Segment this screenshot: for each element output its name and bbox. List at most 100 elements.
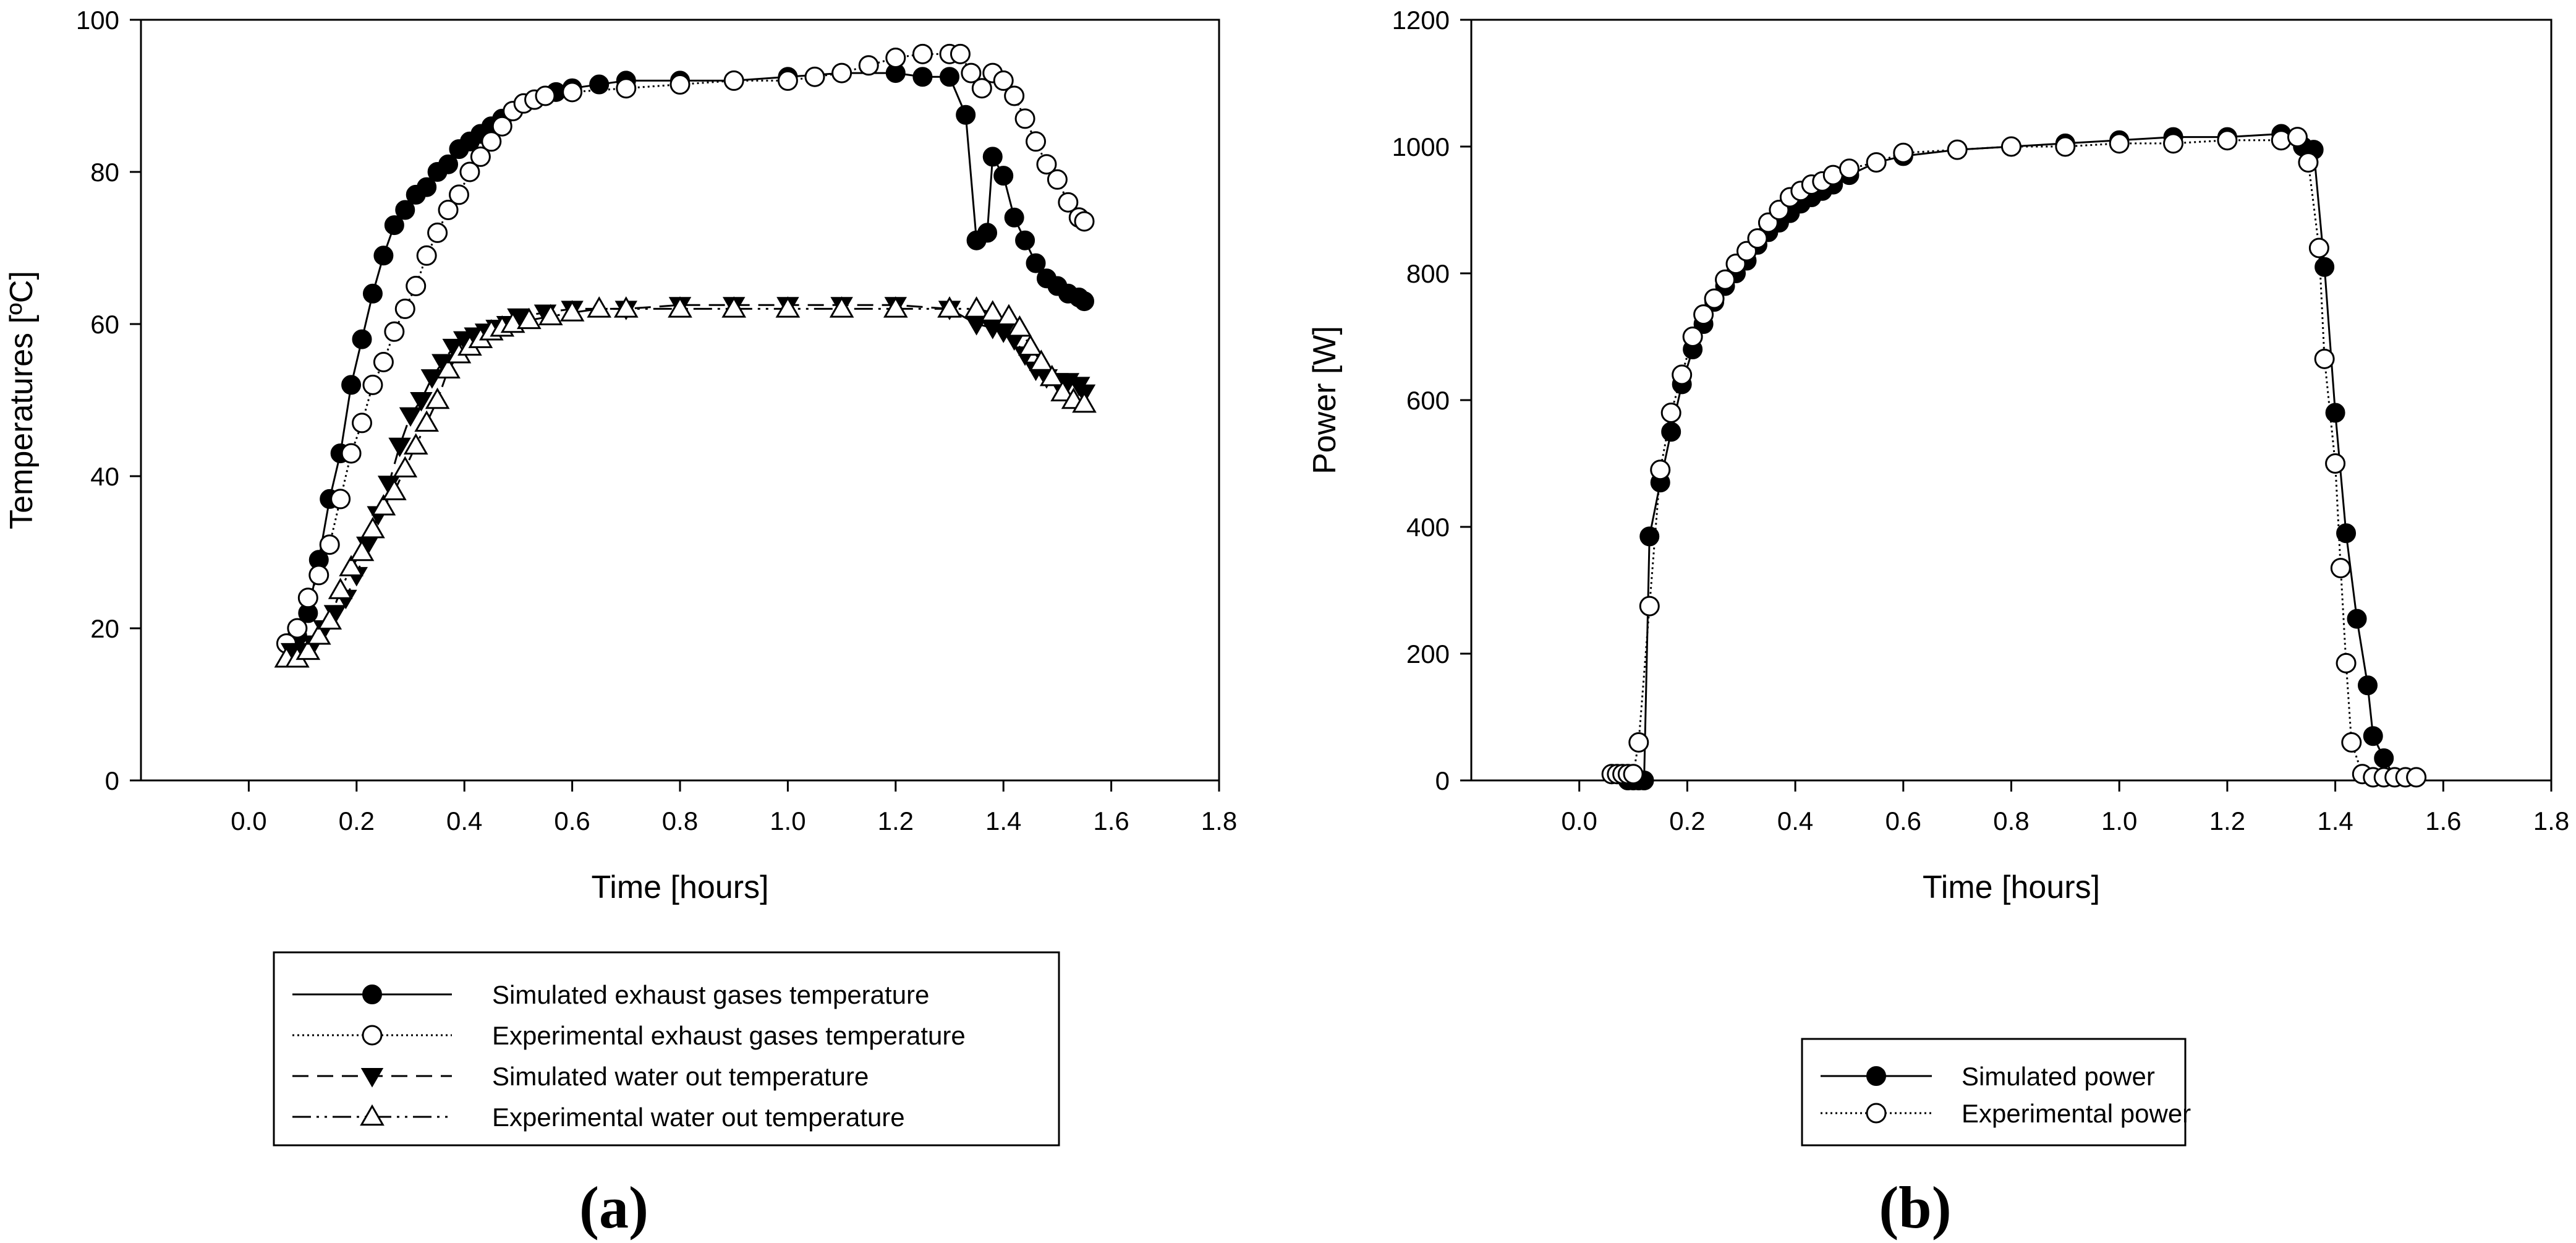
series-2 <box>1601 127 2427 788</box>
legend-marker <box>360 1068 384 1088</box>
data-point <box>297 587 318 609</box>
data-point <box>777 70 798 91</box>
series-4 <box>274 296 1097 668</box>
data-point <box>977 223 998 243</box>
data-point <box>1866 152 1887 173</box>
y-tick-label: 80 <box>90 158 119 187</box>
data-point <box>723 70 744 91</box>
data-point <box>956 105 976 125</box>
x-tick-label: 1.4 <box>985 806 1021 835</box>
data-point <box>448 184 469 205</box>
y-tick-label: 100 <box>76 6 119 35</box>
data-point <box>721 296 747 318</box>
panel-label: (a) <box>579 1174 648 1241</box>
data-point <box>414 410 440 432</box>
x-tick-label: 0.6 <box>554 806 590 835</box>
data-point <box>1715 269 1736 290</box>
data-point <box>1058 192 1079 213</box>
data-point <box>993 166 1014 186</box>
x-tick-label: 1.0 <box>2101 806 2137 835</box>
data-point <box>831 62 852 83</box>
data-point <box>616 78 637 99</box>
data-point <box>1704 288 1725 309</box>
x-tick-label: 1.8 <box>2533 806 2569 835</box>
legend-marker <box>1866 1103 1887 1124</box>
data-point <box>381 479 407 500</box>
series-3 <box>280 297 1096 663</box>
data-point <box>330 489 351 510</box>
data-point <box>971 78 992 99</box>
data-point <box>2271 130 2292 151</box>
legend-entry-label: Experimental exhaust gases temperature <box>492 1021 966 1050</box>
y-tick-label: 400 <box>1406 513 1450 542</box>
data-point <box>1682 327 1703 347</box>
data-point <box>384 215 404 236</box>
data-point <box>2001 136 2021 157</box>
data-point <box>341 375 362 395</box>
legend-entry-label: Simulated exhaust gases temperature <box>492 980 929 1009</box>
data-point <box>2163 133 2184 154</box>
data-point <box>775 296 801 318</box>
data-point <box>883 296 908 318</box>
data-point <box>1074 291 1094 312</box>
legend-marker <box>1866 1066 1886 1086</box>
series-line <box>286 307 1085 660</box>
x-tick-label: 0.2 <box>339 806 375 835</box>
data-point <box>858 55 879 76</box>
data-point <box>306 623 331 645</box>
data-point <box>1029 349 1054 371</box>
data-point <box>1650 459 1671 481</box>
data-point <box>912 43 933 64</box>
data-point <box>384 321 405 342</box>
data-point <box>416 245 437 266</box>
data-point <box>1036 154 1057 175</box>
data-point <box>1026 131 1047 152</box>
data-point <box>587 296 612 318</box>
data-point <box>950 43 971 64</box>
data-point <box>2336 523 2357 544</box>
data-point <box>997 304 1021 325</box>
x-tick-label: 1.4 <box>2317 806 2353 835</box>
legend-marker <box>362 1025 383 1046</box>
data-point <box>538 304 563 325</box>
data-point <box>295 638 321 660</box>
data-point <box>2308 237 2329 258</box>
x-tick-label: 0.6 <box>1885 806 1921 835</box>
data-point <box>438 154 459 174</box>
y-tick-label: 20 <box>90 614 119 643</box>
panel-label: (b) <box>1879 1174 1951 1241</box>
series-1 <box>1618 124 2426 790</box>
y-tick-label: 1200 <box>1392 6 1450 35</box>
data-point <box>1050 380 1075 401</box>
data-point <box>362 374 383 395</box>
panel-a-chart: 0.0 0.2 0.4 0.6 0.8 1.0 1.2 1.4 1.6 1.8 0 20 40 60 80 1… <box>4 6 1237 1241</box>
data-point <box>1072 391 1097 413</box>
data-point <box>993 70 1014 91</box>
y-tick-label: 1000 <box>1392 132 1450 161</box>
plot-frame <box>1470 19 2553 782</box>
data-point <box>1014 108 1035 129</box>
data-point <box>2314 348 2335 369</box>
data-point <box>1015 230 1035 250</box>
x-tick-label: 1.0 <box>770 806 806 835</box>
y-tick-label: 600 <box>1406 386 1450 415</box>
series-line <box>286 72 1085 644</box>
data-point <box>2287 127 2308 148</box>
x-tick-label: 1.2 <box>2209 806 2245 835</box>
data-point <box>395 200 415 220</box>
data-point <box>1838 158 1860 179</box>
data-point <box>425 387 450 409</box>
x-tick-label: 1.8 <box>1201 806 1237 835</box>
legend-entry-label: Simulated power <box>1962 1062 2155 1091</box>
data-point <box>287 618 308 639</box>
data-point <box>1039 364 1065 387</box>
data-point <box>2330 558 2351 579</box>
y-tick-label: 0 <box>105 766 119 795</box>
data-point <box>912 67 933 87</box>
data-point <box>491 116 512 137</box>
x-tick-label: 1.2 <box>878 806 914 835</box>
data-point <box>373 246 394 266</box>
data-point <box>420 369 444 389</box>
data-point <box>427 222 448 243</box>
data-point <box>388 437 411 458</box>
